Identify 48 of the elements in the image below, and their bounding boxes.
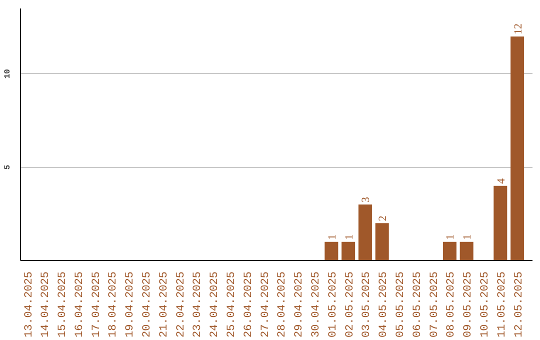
- x-tick-label: 27.04.2025: [260, 271, 272, 338]
- x-tick-label: 28.04.2025: [276, 271, 289, 338]
- data-label: 1: [326, 234, 338, 240]
- x-tick-label: 04.05.2025: [378, 271, 390, 338]
- x-tick-label: 16.04.2025: [74, 271, 86, 338]
- data-label: 1: [343, 234, 356, 240]
- x-tick-label: 01.05.2025: [327, 271, 340, 338]
- x-tick-label: 07.05.2025: [428, 271, 441, 338]
- x-tick-label: 11.05.2025: [496, 271, 508, 338]
- bar: [494, 186, 508, 260]
- x-tick-label: 06.05.2025: [412, 271, 424, 338]
- x-tick-label: 02.05.2025: [344, 271, 356, 338]
- data-label: 12: [512, 24, 524, 34]
- bar: [442, 242, 456, 260]
- x-tick-label: 22.04.2025: [175, 271, 188, 338]
- x-tick-label: 25.04.2025: [226, 271, 238, 338]
- bar: [510, 36, 524, 260]
- data-label: 1: [444, 234, 457, 240]
- x-tick-label: 15.04.2025: [57, 271, 70, 338]
- y-tick-label: 10: [4, 68, 12, 79]
- data-label: 2: [377, 216, 390, 222]
- bar: [375, 223, 389, 260]
- x-tick-label: 14.04.2025: [40, 271, 52, 338]
- x-tick-label: 05.05.2025: [395, 271, 408, 338]
- x-tick-label: 12.05.2025: [513, 271, 526, 338]
- bar: [324, 242, 338, 260]
- data-label: 3: [360, 196, 372, 202]
- data-label: 1: [462, 234, 474, 240]
- x-tick-label: 29.04.2025: [294, 271, 306, 338]
- bar: [358, 204, 372, 260]
- x-tick-label: 23.04.2025: [192, 271, 204, 338]
- data-label: 4: [495, 178, 508, 184]
- x-tick-label: 20.04.2025: [142, 271, 154, 338]
- y-tick-label: 5: [4, 164, 12, 170]
- x-tick-label: 17.04.2025: [90, 271, 103, 338]
- x-tick-label: 10.05.2025: [479, 271, 492, 338]
- x-tick-label: 19.04.2025: [124, 271, 137, 338]
- x-tick-label: 21.04.2025: [158, 271, 170, 338]
- x-tick-label: 09.05.2025: [462, 271, 475, 338]
- x-tick-label: 26.04.2025: [242, 271, 255, 338]
- bar: [342, 242, 356, 260]
- x-tick-label: 13.04.2025: [23, 271, 36, 338]
- x-tick-label: 08.05.2025: [446, 271, 458, 338]
- x-tick-label: 24.04.2025: [209, 271, 222, 338]
- x-tick-label: 03.05.2025: [361, 271, 374, 338]
- x-tick-label: 30.04.2025: [310, 271, 323, 338]
- x-tick-label: 18.04.2025: [108, 271, 120, 338]
- bar: [460, 242, 474, 260]
